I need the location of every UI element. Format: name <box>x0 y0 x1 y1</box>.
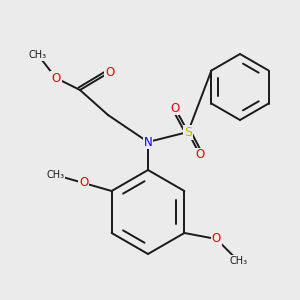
Text: O: O <box>195 148 205 161</box>
Text: O: O <box>105 65 115 79</box>
Text: O: O <box>79 176 88 190</box>
Text: CH₃: CH₃ <box>46 170 65 180</box>
Text: O: O <box>212 232 221 245</box>
Text: CH₃: CH₃ <box>229 256 248 266</box>
Text: O: O <box>51 71 61 85</box>
Text: O: O <box>170 101 180 115</box>
Text: CH₃: CH₃ <box>29 50 47 60</box>
Text: S: S <box>184 125 192 139</box>
Text: N: N <box>144 136 152 148</box>
